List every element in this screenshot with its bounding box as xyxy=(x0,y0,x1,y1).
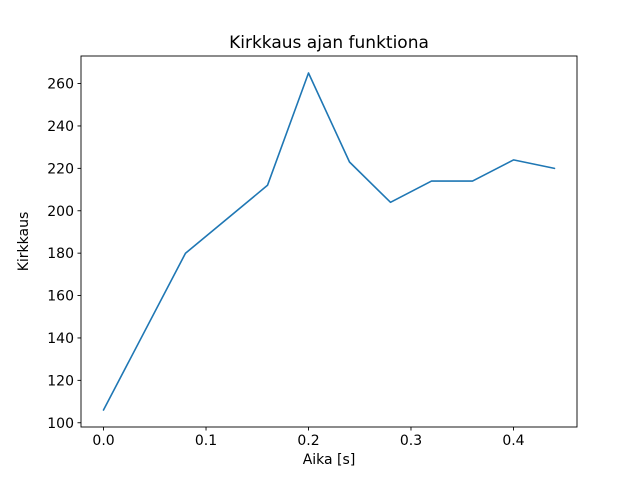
y-tick-label: 240 xyxy=(47,119,74,135)
y-tick-label: 120 xyxy=(47,373,74,389)
x-axis-label: Aika [s] xyxy=(303,452,356,468)
x-tick-label: 0.2 xyxy=(297,433,319,449)
y-tick-label: 220 xyxy=(47,161,74,177)
x-tick-label: 0.4 xyxy=(502,433,524,449)
plot-area xyxy=(80,55,578,428)
x-tick-label: 0.3 xyxy=(400,433,422,449)
y-tick-label: 180 xyxy=(47,246,74,262)
chart-title: Kirkkaus ajan funktiona xyxy=(229,33,429,53)
y-tick-label: 160 xyxy=(47,289,74,305)
x-axis: 0.0 0.1 0.2 0.3 0.4 xyxy=(92,427,525,449)
y-tick-label: 100 xyxy=(47,416,74,432)
series-lines xyxy=(102,72,556,411)
series-line-kirkkaus-line xyxy=(102,72,556,411)
x-tick-label: 0.1 xyxy=(195,433,217,449)
y-axis: 100 120 140 160 180 200 220 240 260 xyxy=(47,77,81,432)
y-tick-label: 260 xyxy=(47,77,74,93)
x-tick-label: 0.0 xyxy=(92,433,114,449)
y-tick-label: 140 xyxy=(47,331,74,347)
y-tick-label: 200 xyxy=(47,204,74,220)
y-axis-label: Kirkkaus xyxy=(16,212,32,272)
